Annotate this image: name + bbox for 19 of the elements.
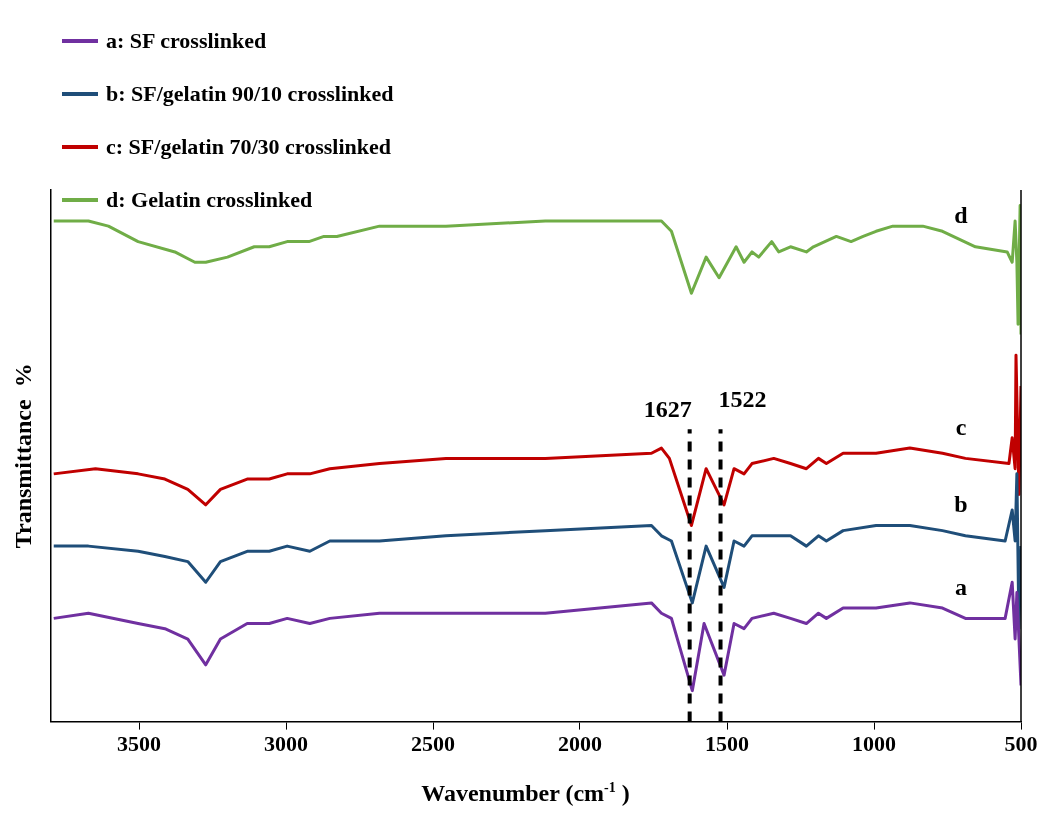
- annotation: d: [954, 201, 969, 228]
- legend-label: a: SF crosslinked: [106, 27, 267, 54]
- x-tick-label: 2000: [558, 731, 602, 757]
- legend-label: d: Gelatin crosslinked: [106, 186, 313, 213]
- x-tick-label: 2500: [411, 731, 455, 757]
- y-axis-title: Transmittance %: [9, 363, 36, 549]
- x-tick-label: 3500: [117, 731, 161, 757]
- x-tick-label: 500: [1004, 731, 1038, 757]
- x-tick-label: 1000: [852, 731, 896, 757]
- x-tick-label: 1500: [705, 731, 749, 757]
- annotation: a: [955, 573, 967, 600]
- annotation: b: [954, 491, 968, 517]
- ref-line-label: 1627: [643, 396, 692, 423]
- legend-label: c: SF/gelatin 70/30 crosslinked: [106, 133, 391, 160]
- legend-label: b: SF/gelatin 90/10 crosslinked: [106, 80, 394, 107]
- x-tick-label: 3000: [264, 731, 308, 757]
- annotation: c: [955, 413, 967, 440]
- x-axis-title: Wavenumber (cm$^{-1}$ ): [420, 780, 631, 807]
- ref-line-label: 1522: [718, 386, 767, 413]
